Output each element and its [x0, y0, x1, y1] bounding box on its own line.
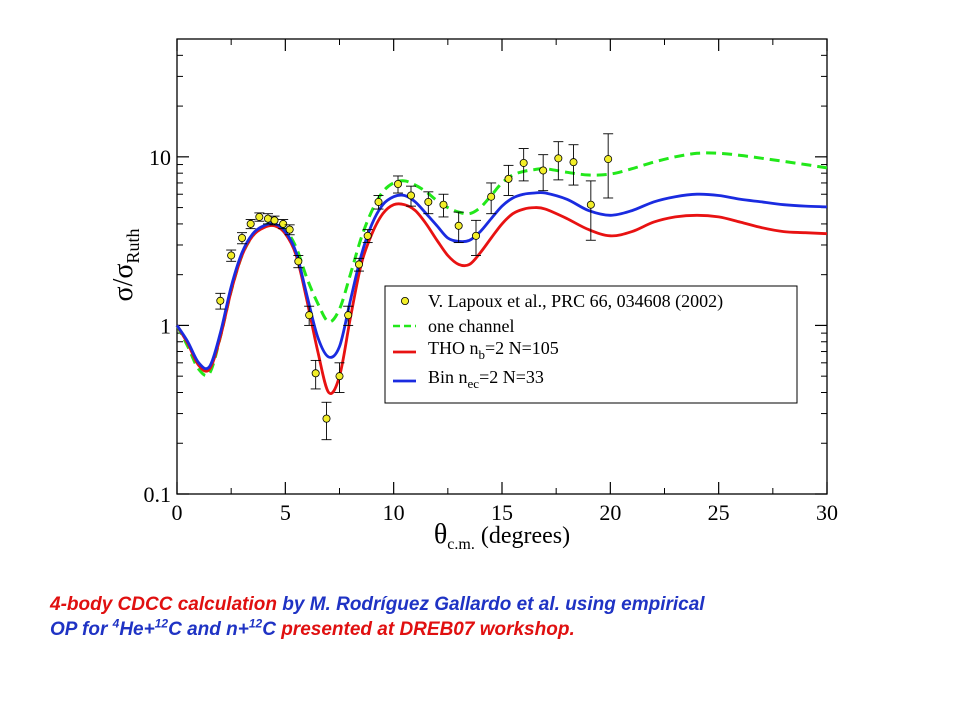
data-point: [604, 155, 613, 164]
data-point: [554, 154, 563, 163]
data-point: [311, 369, 320, 378]
legend-box: [384, 285, 798, 404]
data-point: [255, 212, 264, 221]
data-points-layer: [215, 133, 614, 441]
x-tick-label: 15: [491, 500, 513, 525]
data-point: [279, 219, 288, 228]
caption-highlight-1: 4-body CDCC calculation: [50, 594, 277, 615]
cross-section-chart: 0 5 10 15 20 25 30 0.1 1 10 σ/σRuth θc.m. (degree…: [108, 38, 838, 553]
data-point: [569, 158, 578, 167]
data-point: [504, 174, 513, 183]
plot-frame: [176, 38, 828, 495]
x-axis-title-rest: (degrees): [475, 523, 570, 549]
data-point: [285, 225, 294, 234]
data-point: [305, 311, 314, 320]
series-line-1: [175, 151, 828, 378]
y-tick-label: 1: [160, 313, 171, 338]
legend-label-tho: THO nb=2 N=105: [428, 338, 559, 362]
data-point: [439, 200, 448, 209]
data-point: [216, 296, 225, 305]
legend-label-points: V. Lapoux et al., PRC 66, 034608 (2002): [428, 291, 723, 312]
x-axis-title-sub: c.m.: [447, 536, 475, 553]
data-point: [454, 221, 463, 230]
caption-sup-2: 12: [154, 616, 169, 631]
data-point: [539, 166, 548, 175]
caption-text-1: by M. Rodríguez Gallardo et al. using em…: [276, 594, 705, 615]
x-tick-label: 25: [708, 500, 730, 525]
legend-label-bin: Bin nec=2 N=33: [428, 367, 544, 391]
x-tick-label: 5: [280, 500, 291, 525]
data-point: [344, 311, 353, 320]
axis-ticks: 0 5 10 15 20 25 30 0.1 1 10: [144, 39, 838, 525]
data-point: [294, 257, 303, 266]
data-point: [393, 180, 402, 189]
caption-sup-3: 12: [248, 616, 263, 631]
caption-text-2a: OP for: [50, 619, 113, 640]
series-line-2: [175, 202, 828, 395]
series-layer: [175, 151, 828, 395]
caption: 4-body CDCC calculation by M. Rodríguez …: [50, 592, 910, 642]
y-tick-label: 10: [149, 145, 171, 170]
data-point: [237, 234, 246, 243]
y-axis-title: σ/σRuth: [108, 229, 143, 302]
data-point: [354, 260, 363, 269]
series-line-3: [175, 191, 828, 371]
data-point: [586, 200, 595, 209]
data-point: [424, 197, 433, 206]
caption-text-2b: He+: [119, 619, 155, 640]
x-axis-title: θc.m. (degrees): [434, 519, 570, 553]
x-tick-label: 0: [172, 500, 183, 525]
data-point: [335, 372, 344, 381]
data-point: [519, 158, 528, 167]
data-point: [487, 192, 496, 201]
data-point: [227, 251, 236, 260]
legend-marker-points: [400, 296, 409, 305]
data-point: [363, 231, 372, 240]
caption-text-2d: C: [262, 619, 282, 640]
x-tick-label: 10: [383, 500, 405, 525]
y-axis-title-main: σ/σ: [108, 264, 139, 302]
y-tick-label: 0.1: [144, 482, 172, 507]
y-axis-title-sub: Ruth: [123, 229, 143, 264]
caption-text-2c: C and n+: [168, 619, 249, 640]
x-tick-label: 30: [816, 500, 838, 525]
data-point: [374, 197, 383, 206]
legend: V. Lapoux et al., PRC 66, 034608 (2002) …: [384, 285, 798, 404]
data-point: [246, 219, 255, 228]
data-point: [406, 191, 415, 200]
x-axis-title-main: θ: [434, 519, 447, 550]
data-point: [322, 414, 331, 423]
data-point: [270, 216, 279, 225]
legend-label-one-channel: one channel: [428, 316, 514, 336]
x-tick-label: 20: [599, 500, 621, 525]
data-point: [471, 231, 480, 240]
caption-sup-1: 4: [112, 616, 120, 631]
caption-highlight-2: presented at DREB07 workshop.: [281, 619, 575, 640]
